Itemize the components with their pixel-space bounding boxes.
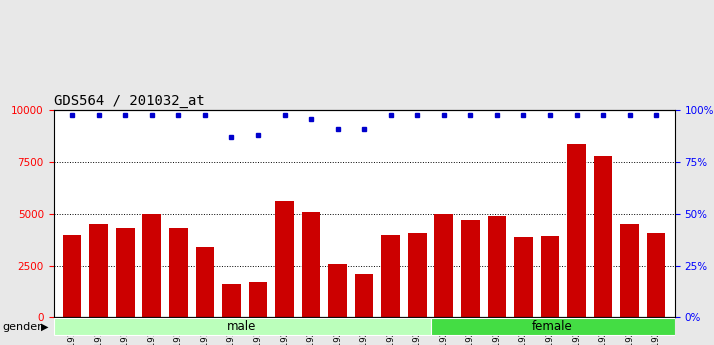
Bar (461, 220, 480, 317)
Bar (514, 237, 533, 317)
Bar (540, 236, 559, 317)
Bar (435, 214, 453, 317)
Bar (488, 216, 506, 317)
Bar (594, 156, 613, 317)
Bar (89, 224, 108, 317)
Text: gender: gender (2, 322, 42, 332)
Bar (169, 228, 188, 317)
Bar (143, 214, 161, 317)
Bar (647, 233, 665, 317)
Text: female: female (532, 321, 573, 333)
Bar (116, 228, 134, 317)
Bar (355, 274, 373, 317)
Bar (63, 235, 81, 317)
Text: ▶: ▶ (41, 322, 49, 332)
Bar (567, 144, 585, 317)
Bar (222, 284, 241, 317)
Text: GDS564 / 201032_at: GDS564 / 201032_at (54, 94, 204, 108)
Bar (328, 264, 347, 317)
Bar (248, 282, 267, 317)
Bar (302, 212, 321, 317)
Bar (408, 233, 426, 317)
FancyBboxPatch shape (54, 318, 431, 335)
Bar (275, 201, 293, 317)
FancyBboxPatch shape (431, 318, 675, 335)
Text: male: male (227, 321, 257, 333)
Bar (620, 224, 639, 317)
Bar (196, 247, 214, 317)
Bar (381, 235, 400, 317)
